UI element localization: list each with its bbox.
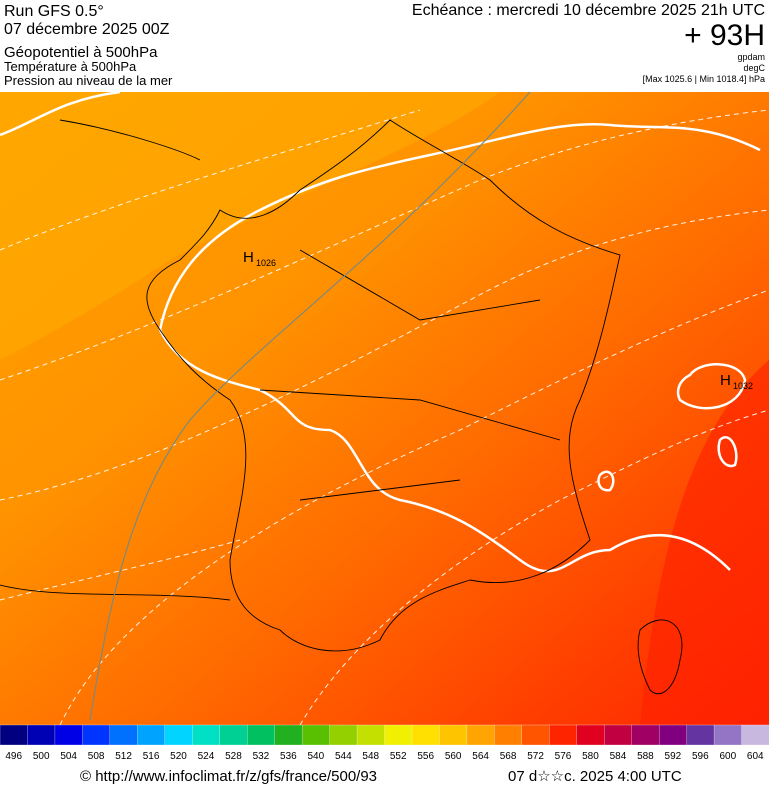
color-legend: 496 500 504 508 512 516 520 524 528 532 536 540 544 5… [0, 724, 769, 762]
legend-cell [54, 724, 84, 746]
source-url: © http://www.infoclimat.fr/z/gfs/france/… [80, 768, 377, 785]
footer: © http://www.infoclimat.fr/z/gfs/france/… [80, 768, 682, 785]
header: Run GFS 0.5° 07 décembre 2025 00Z Géopot… [4, 2, 766, 88]
unit: gpdam [737, 52, 765, 62]
timestamp: 07 d☆☆c. 2025 4:00 UTC [508, 768, 682, 785]
legend-tick-label: 576 [555, 751, 572, 762]
legend-tick-label: 524 [198, 751, 215, 762]
legend-cell [164, 724, 193, 746]
legend-tick-label: 552 [390, 751, 407, 762]
legend-tick-label: 592 [665, 751, 682, 762]
legend-tick-label: 588 [637, 751, 654, 762]
legend-tick-label: 532 [253, 751, 270, 762]
legend-tick-label: 600 [719, 751, 736, 762]
legend-tick-label: 516 [143, 751, 160, 762]
legend-tick-label: 604 [747, 751, 764, 762]
legend-tick-label: 540 [307, 751, 324, 762]
unit: [Max 1025.6 | Min 1018.4] hPa [643, 74, 765, 84]
legend-cell [549, 724, 578, 746]
legend-cell [713, 724, 743, 746]
legend-cell [247, 724, 276, 746]
legend-tick-label: 584 [610, 751, 627, 762]
map: H 1026 H 1032 [0, 90, 769, 726]
legend-cell [27, 724, 56, 746]
legend-tick-label: 568 [500, 751, 517, 762]
legend-tick-label: 504 [60, 751, 77, 762]
legend-cell [219, 724, 248, 746]
legend-tick-label: 564 [472, 751, 489, 762]
legend-tick-label: 560 [445, 751, 462, 762]
legend-cell [631, 724, 660, 746]
high-labels: H 1026 H 1032 [243, 249, 753, 391]
legend-cell [741, 724, 769, 746]
legend-tick-label: 548 [362, 751, 379, 762]
legend-tick-label: 544 [335, 751, 352, 762]
legend-cell [384, 724, 413, 746]
legend-tick-label: 536 [280, 751, 297, 762]
echeance: Echéance : mercredi 10 décembre 2025 21h… [412, 2, 765, 19]
legend-cell [411, 724, 441, 746]
legend-cell [301, 724, 331, 746]
legend-cell [137, 724, 166, 746]
legend-cell [274, 724, 303, 746]
legend-tick-label: 496 [5, 751, 22, 762]
cool-zone [0, 92, 500, 360]
high-value: 1032 [733, 381, 753, 391]
jet-line [89, 91, 531, 721]
legend-tick-label: 580 [582, 751, 599, 762]
legend-cell [82, 724, 111, 746]
unit: degC [743, 63, 765, 73]
offset: + 93H [684, 19, 765, 52]
legend-tick-label: 508 [88, 751, 105, 762]
legend-tick-label: 572 [527, 751, 544, 762]
field: Pression au niveau de la mer [4, 73, 173, 88]
legend-tick-label: 500 [33, 751, 50, 762]
legend-cell [109, 724, 138, 746]
legend-cell [192, 724, 221, 746]
high-value: 1026 [256, 258, 276, 268]
field: Température à 500hPa [4, 59, 137, 74]
legend-cell [604, 724, 633, 746]
legend-cell [466, 724, 496, 746]
legend-tick-label: 520 [170, 751, 187, 762]
field: Géopotentiel à 500hPa [4, 44, 158, 61]
legend-cell [0, 724, 29, 746]
legend-cell [494, 724, 523, 746]
legend-cell [686, 724, 715, 746]
legend-cell [658, 724, 688, 746]
high-letter: H [243, 249, 254, 266]
legend-tick-label: 556 [417, 751, 434, 762]
temperature-contours [0, 109, 769, 726]
legend-cell [356, 724, 386, 746]
run-date: 07 décembre 2025 00Z [4, 21, 170, 38]
legend-tick-label: 512 [115, 751, 132, 762]
legend-cell [329, 724, 358, 746]
legend-cell [439, 724, 468, 746]
legend-tick-label: 596 [692, 751, 709, 762]
legend-cell [576, 724, 605, 746]
legend-cell [521, 724, 550, 746]
high-letter: H [720, 372, 731, 389]
legend-tick-label: 528 [225, 751, 242, 762]
run: Run GFS 0.5° [4, 3, 104, 20]
borders [0, 119, 683, 695]
